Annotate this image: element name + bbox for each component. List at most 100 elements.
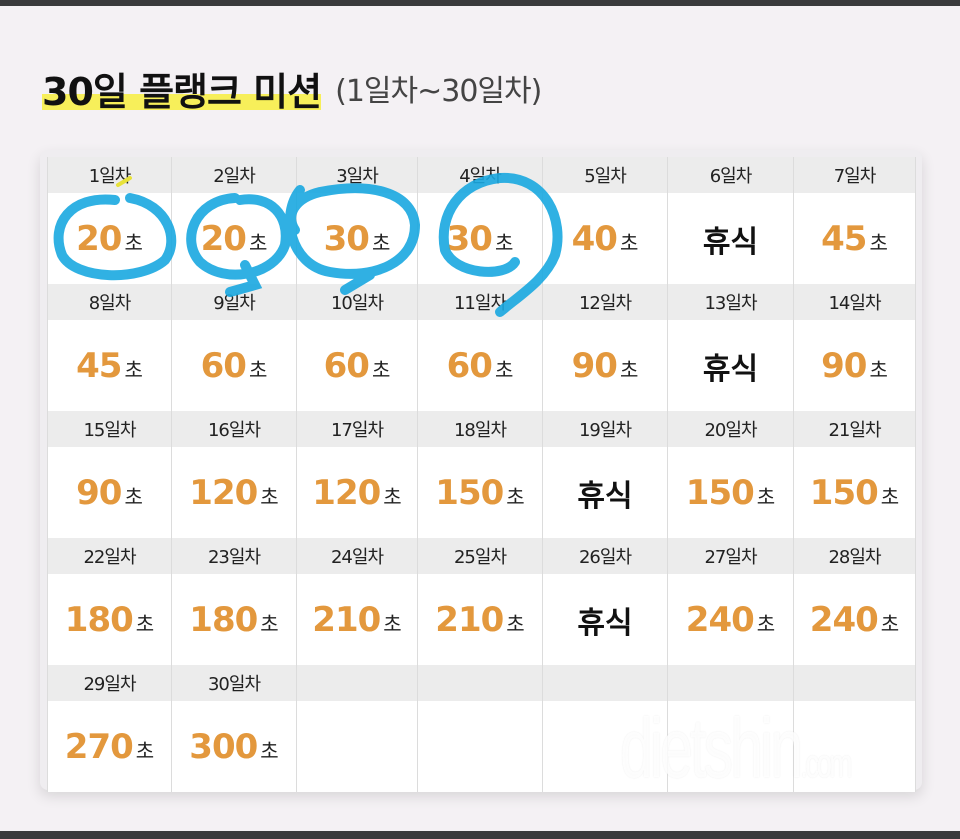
seconds-unit: 초 bbox=[124, 357, 143, 382]
day-label: 19일차 bbox=[542, 411, 668, 447]
seconds-value: 240 bbox=[685, 599, 755, 640]
schedule-table: 1일차 2일차 3일차 4일차 5일차 6일차 7일차 20 초 20 초 30 초 30 초 40 초 휴식 45… bbox=[47, 157, 916, 792]
day-label: 20일차 bbox=[667, 411, 794, 447]
seconds-value: 45 bbox=[821, 218, 867, 259]
seconds-unit: 초 bbox=[248, 357, 268, 382]
day-label-row: 15일차 16일차 17일차 18일차 19일차 20일차 21일차 bbox=[47, 411, 916, 447]
seconds-value: 150 bbox=[435, 472, 504, 513]
day-label: 5일차 bbox=[542, 157, 668, 193]
seconds-value: 20 bbox=[200, 218, 247, 259]
day-value-cell: 240 초 bbox=[793, 574, 916, 665]
seconds-value: 20 bbox=[76, 218, 122, 259]
day-value-cell bbox=[417, 701, 543, 792]
seconds-value: 60 bbox=[446, 345, 493, 386]
seconds-value: 30 bbox=[446, 218, 493, 259]
seconds-unit: 초 bbox=[756, 484, 776, 509]
seconds-unit: 초 bbox=[506, 611, 525, 636]
seconds-value: 180 bbox=[64, 599, 134, 640]
day-label: 13일차 bbox=[667, 284, 794, 320]
seconds-unit: 초 bbox=[135, 611, 155, 636]
seconds-value: 210 bbox=[435, 599, 504, 640]
seconds-unit: 초 bbox=[619, 357, 639, 382]
top-bar bbox=[0, 0, 960, 6]
day-value-row: 20 초 20 초 30 초 30 초 40 초 휴식 45 초 bbox=[47, 193, 916, 284]
day-value-cell: 40 초 bbox=[542, 193, 668, 284]
seconds-unit: 초 bbox=[383, 484, 402, 509]
day-label: 23일차 bbox=[171, 538, 297, 574]
watermark: dietshin.com bbox=[620, 701, 853, 795]
day-value-row: 90 초 120 초 120 초 150 초 휴식 150 초 150 초 bbox=[47, 447, 916, 538]
rest-label: 휴식 bbox=[577, 605, 633, 641]
seconds-value: 300 bbox=[189, 726, 258, 767]
seconds-value: 210 bbox=[312, 599, 381, 640]
day-label: 17일차 bbox=[296, 411, 418, 447]
day-value-cell: 60 초 bbox=[296, 320, 418, 411]
day-value-cell: 20 초 bbox=[47, 193, 172, 284]
day-label bbox=[296, 665, 418, 701]
title-highlight bbox=[42, 94, 322, 110]
seconds-value: 45 bbox=[76, 345, 122, 386]
day-value-cell: 45 초 bbox=[793, 193, 916, 284]
seconds-value: 270 bbox=[64, 726, 134, 767]
day-value-cell: 휴식 bbox=[667, 320, 794, 411]
bottom-bar bbox=[0, 831, 960, 839]
seconds-value: 120 bbox=[312, 472, 381, 513]
day-label-row: 1일차 2일차 3일차 4일차 5일차 6일차 7일차 bbox=[47, 157, 916, 193]
seconds-unit: 초 bbox=[869, 230, 888, 255]
day-value-cell: 300 초 bbox=[171, 701, 297, 792]
day-label: 12일차 bbox=[542, 284, 668, 320]
day-value-cell: 150 초 bbox=[667, 447, 794, 538]
day-value-cell: 90 초 bbox=[47, 447, 172, 538]
seconds-value: 40 bbox=[571, 218, 618, 259]
seconds-unit: 초 bbox=[619, 230, 639, 255]
day-label: 29일차 bbox=[47, 665, 172, 701]
seconds-unit: 초 bbox=[135, 738, 155, 763]
day-value-cell: 210 초 bbox=[417, 574, 543, 665]
seconds-unit: 초 bbox=[124, 230, 143, 255]
day-value-cell: 180 초 bbox=[171, 574, 297, 665]
title-sub: (1일차~30일차) bbox=[335, 74, 542, 109]
day-label: 18일차 bbox=[417, 411, 543, 447]
seconds-value: 240 bbox=[809, 599, 879, 640]
rest-label: 휴식 bbox=[577, 478, 633, 514]
seconds-unit: 초 bbox=[880, 611, 900, 636]
rest-label: 휴식 bbox=[702, 224, 759, 260]
seconds-unit: 초 bbox=[371, 230, 391, 255]
seconds-value: 90 bbox=[821, 345, 867, 386]
seconds-value: 30 bbox=[323, 218, 370, 259]
seconds-unit: 초 bbox=[494, 230, 514, 255]
day-value-cell: 210 초 bbox=[296, 574, 418, 665]
seconds-value: 120 bbox=[189, 472, 258, 513]
seconds-unit: 초 bbox=[869, 357, 888, 382]
seconds-value: 150 bbox=[809, 472, 879, 513]
seconds-unit: 초 bbox=[880, 484, 900, 509]
day-label: 25일차 bbox=[417, 538, 543, 574]
day-label bbox=[667, 665, 794, 701]
day-value-cell: 270 초 bbox=[47, 701, 172, 792]
seconds-unit: 초 bbox=[494, 357, 514, 382]
seconds-unit: 초 bbox=[371, 357, 391, 382]
day-value-cell: 20 초 bbox=[171, 193, 297, 284]
day-value-cell bbox=[667, 701, 794, 792]
day-value-cell: 150 초 bbox=[793, 447, 916, 538]
day-label: 21일차 bbox=[793, 411, 916, 447]
seconds-value: 90 bbox=[76, 472, 122, 513]
day-label: 15일차 bbox=[47, 411, 172, 447]
day-value-cell: 240 초 bbox=[667, 574, 794, 665]
day-label-row: 22일차 23일차 24일차 25일차 26일차 27일차 28일차 bbox=[47, 538, 916, 574]
day-label: 10일차 bbox=[296, 284, 418, 320]
day-label: 11일차 bbox=[417, 284, 543, 320]
day-label: 2일차 bbox=[171, 157, 297, 193]
day-value-row: 45 초 60 초 60 초 60 초 90 초 휴식 90 초 bbox=[47, 320, 916, 411]
day-label: 4일차 bbox=[417, 157, 543, 193]
day-label bbox=[542, 665, 668, 701]
day-label-row: 8일차 9일차 10일차 11일차 12일차 13일차 14일차 bbox=[47, 284, 916, 320]
seconds-unit: 초 bbox=[383, 611, 402, 636]
day-value-row: 180 초 180 초 210 초 210 초 휴식 240 초 240 초 bbox=[47, 574, 916, 665]
day-label bbox=[793, 665, 916, 701]
day-label: 16일차 bbox=[171, 411, 297, 447]
seconds-unit: 초 bbox=[756, 611, 776, 636]
day-value-cell: 30 초 bbox=[417, 193, 543, 284]
day-label: 27일차 bbox=[667, 538, 794, 574]
day-label: 26일차 bbox=[542, 538, 668, 574]
